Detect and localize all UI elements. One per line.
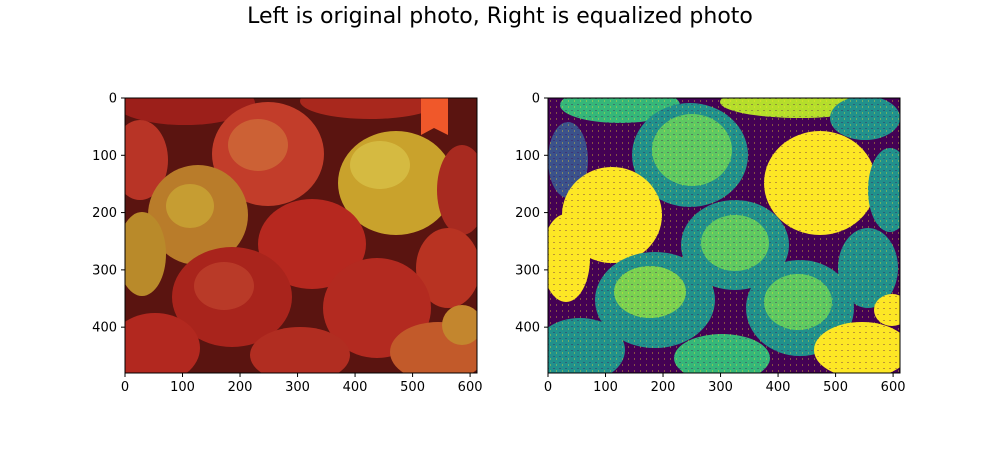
original-photo-ticks: 0 100 200 300 400 500 600 0 100 200 300 400 — [92, 92, 482, 396]
original-y-tick-label: 400 — [92, 321, 117, 336]
original-x-tick-label: 0 — [121, 380, 129, 395]
original-x-tick-label: 300 — [285, 380, 310, 395]
equalized-x-tick-label: 300 — [708, 380, 733, 395]
equalized-y-tick-label: 200 — [515, 206, 540, 221]
equalized-x-tick-label: 400 — [766, 380, 791, 395]
figure-title: Left is original photo, Right is equaliz… — [247, 4, 753, 29]
original-x-tick-label: 200 — [228, 380, 253, 395]
equalized-photo-ticks: 0 100 200 300 400 500 600 0 100 200 300 400 — [515, 92, 905, 396]
equalized-x-tick-label: 200 — [651, 380, 676, 395]
original-y-tick-label: 0 — [109, 92, 117, 107]
original-x-tick-label: 400 — [343, 380, 368, 395]
equalized-photo-image — [548, 98, 900, 373]
equalized-x-tick-label: 600 — [881, 380, 906, 395]
equalized-y-tick-label: 100 — [515, 149, 540, 164]
original-x-tick-label: 100 — [170, 380, 195, 395]
original-y-tick-label: 100 — [92, 149, 117, 164]
original-x-tick-label: 600 — [458, 380, 483, 395]
equalized-photo-axes: 0 100 200 300 400 500 600 0 100 200 300 400 — [515, 92, 905, 396]
equalized-y-tick-label: 300 — [515, 263, 540, 278]
equalized-x-tick-label: 0 — [544, 380, 552, 395]
original-y-tick-label: 300 — [92, 263, 117, 278]
original-x-tick-label: 500 — [400, 380, 425, 395]
equalized-x-tick-label: 500 — [823, 380, 848, 395]
original-photo-axes: 0 100 200 300 400 500 600 0 100 200 300 400 — [92, 92, 482, 396]
original-y-tick-label: 200 — [92, 206, 117, 221]
equalized-x-tick-label: 100 — [593, 380, 618, 395]
equalized-y-tick-label: 0 — [532, 92, 540, 107]
equalized-y-tick-label: 400 — [515, 321, 540, 336]
original-photo-image — [125, 98, 477, 373]
